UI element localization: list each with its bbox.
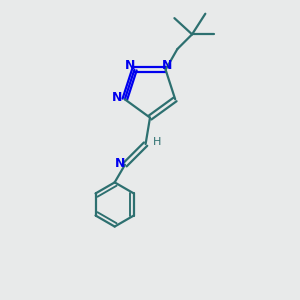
Text: N: N	[115, 157, 125, 170]
Text: N: N	[112, 91, 123, 104]
Text: N: N	[162, 59, 172, 72]
Text: H: H	[153, 137, 161, 147]
Text: N: N	[125, 59, 135, 72]
